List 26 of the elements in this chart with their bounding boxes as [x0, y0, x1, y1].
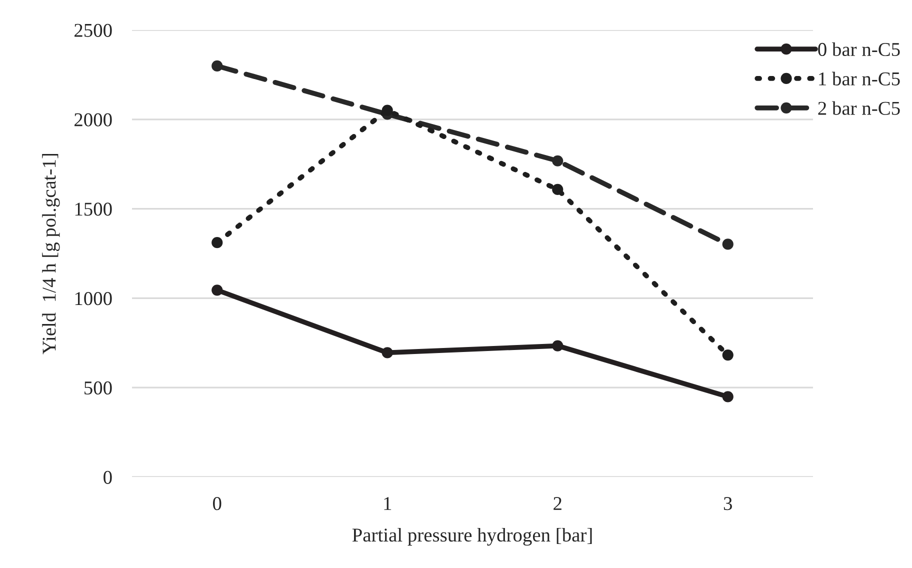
y-axis-title: Yield 1/4 h [g pol.gcat-1] [42, 154, 60, 354]
y-tick-label: 500 [84, 381, 112, 395]
point [212, 237, 223, 248]
legend-label: 2 bar n-C5 [818, 101, 900, 115]
y-tick-label: 0 [104, 470, 112, 484]
y-tick-label: 2500 [74, 24, 112, 37]
y-tick-label: 2000 [74, 113, 112, 126]
x-tick-label: 0 [213, 497, 222, 510]
x-axis-title: Partial pressure hydrogen [bar] [352, 528, 592, 546]
point [382, 104, 393, 116]
point [552, 184, 564, 196]
legend-label: 0 bar n-C5 [818, 42, 900, 56]
point [552, 155, 564, 166]
point [382, 347, 393, 358]
y-tick-label: 1000 [75, 292, 112, 306]
point [212, 284, 223, 296]
legend-label: 1 bar n-C5 [819, 72, 900, 86]
point [722, 350, 734, 361]
point [212, 60, 223, 72]
point [722, 238, 734, 250]
x-tick-label: 2 [554, 497, 562, 510]
x-tick-label: 3 [724, 497, 732, 510]
point [552, 340, 564, 352]
point [722, 391, 734, 402]
x-tick-label: 1 [384, 497, 392, 510]
y-tick-label: 1500 [75, 202, 112, 216]
